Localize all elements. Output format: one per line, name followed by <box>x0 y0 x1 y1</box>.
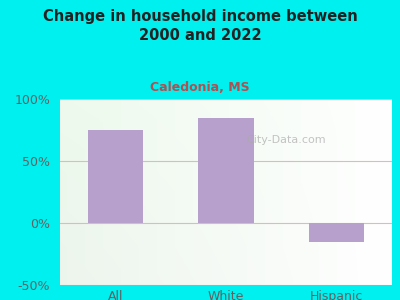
Text: City-Data.com: City-Data.com <box>246 135 326 145</box>
Text: Caledonia, MS: Caledonia, MS <box>150 81 250 94</box>
Bar <box>198 118 254 223</box>
Bar <box>88 130 143 223</box>
Text: Change in household income between
2000 and 2022: Change in household income between 2000 … <box>43 9 357 43</box>
Bar <box>309 223 364 242</box>
